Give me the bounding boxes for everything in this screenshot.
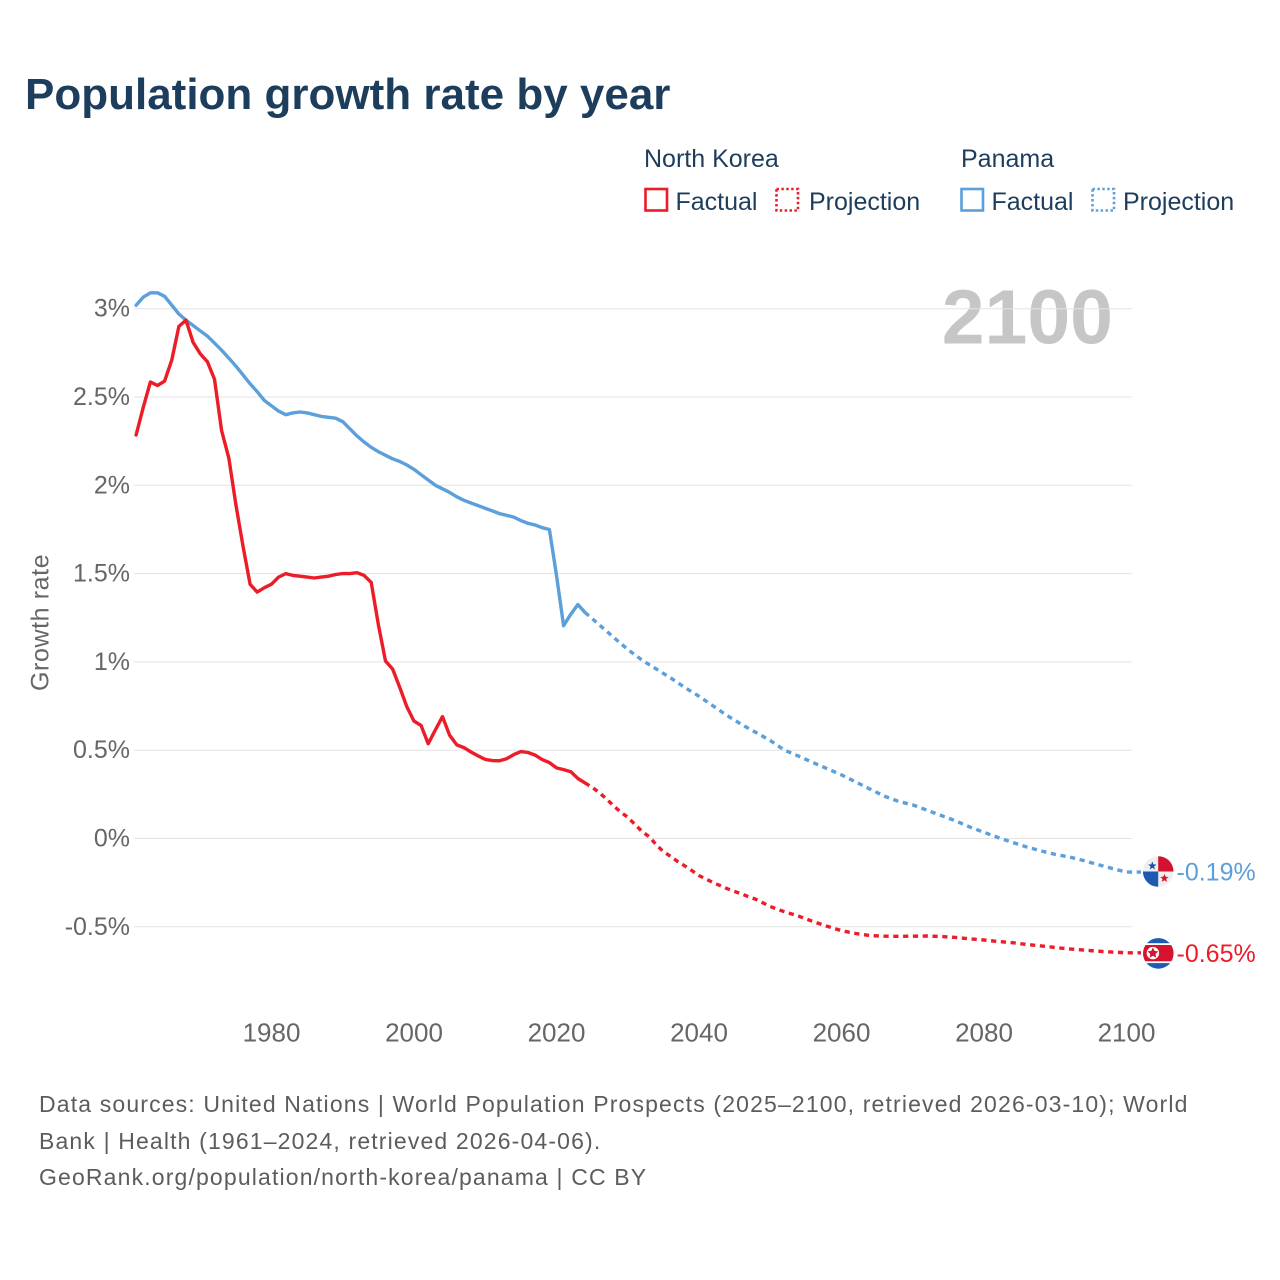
svg-text:Factual: Factual <box>992 188 1074 216</box>
svg-text:2.5%: 2.5% <box>73 383 130 411</box>
svg-text:Panama: Panama <box>961 145 1054 173</box>
svg-text:-0.19%: -0.19% <box>1177 858 1256 886</box>
svg-text:Factual: Factual <box>676 188 758 216</box>
svg-text:3%: 3% <box>94 295 130 323</box>
svg-text:2060: 2060 <box>813 1018 871 1048</box>
svg-text:Projection: Projection <box>809 188 920 216</box>
svg-text:2100: 2100 <box>1098 1018 1156 1048</box>
svg-text:0%: 0% <box>94 825 130 853</box>
svg-text:2000: 2000 <box>385 1018 443 1048</box>
svg-text:2%: 2% <box>94 471 130 499</box>
svg-text:-0.5%: -0.5% <box>65 913 130 941</box>
svg-text:1980: 1980 <box>243 1018 301 1048</box>
svg-text:-0.65%: -0.65% <box>1177 940 1256 968</box>
svg-text:Projection: Projection <box>1123 188 1234 216</box>
svg-text:2040: 2040 <box>670 1018 728 1048</box>
svg-text:1.5%: 1.5% <box>73 560 130 588</box>
svg-text:0.5%: 0.5% <box>73 736 130 764</box>
svg-text:1%: 1% <box>94 648 130 676</box>
svg-text:2020: 2020 <box>528 1018 586 1048</box>
svg-text:North Korea: North Korea <box>644 145 779 173</box>
svg-text:2100: 2100 <box>942 275 1113 361</box>
svg-text:Growth rate: Growth rate <box>27 554 55 691</box>
svg-text:2080: 2080 <box>955 1018 1013 1048</box>
